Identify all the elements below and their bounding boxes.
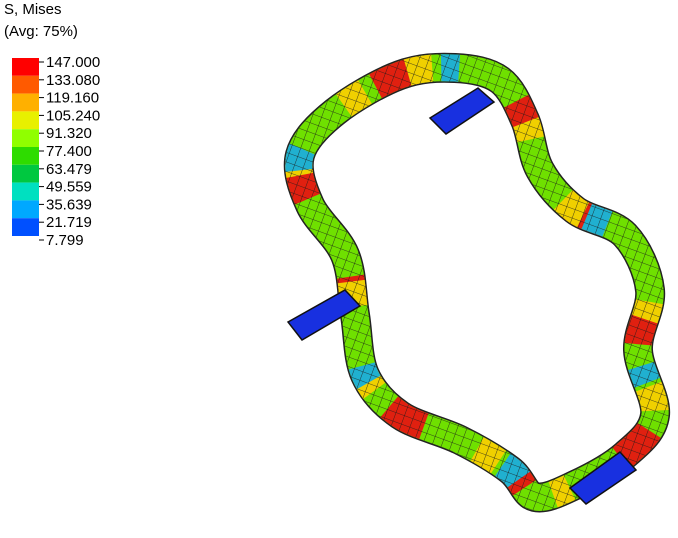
legend-band bbox=[12, 147, 39, 165]
legend-level: 91.320 bbox=[46, 125, 92, 142]
legend-level: 77.400 bbox=[46, 143, 92, 160]
legend-level: 21.719 bbox=[46, 214, 92, 231]
legend-band bbox=[12, 165, 39, 183]
legend-band bbox=[12, 129, 39, 147]
legend-level: 35.639 bbox=[46, 196, 92, 213]
legend-band bbox=[12, 200, 39, 218]
legend-band bbox=[12, 94, 39, 112]
viewport: S, Mises (Avg: 75%) 147.000133.080119.16… bbox=[0, 0, 678, 533]
support-block bbox=[430, 88, 494, 134]
fe-model bbox=[288, 68, 655, 504]
legend-level: 63.479 bbox=[46, 161, 92, 178]
legend-title: S, Mises bbox=[4, 1, 62, 18]
legend-band bbox=[12, 76, 39, 94]
legend-level: 7.799 bbox=[46, 232, 84, 249]
legend-level: 49.559 bbox=[46, 179, 92, 196]
legend-band bbox=[12, 111, 39, 129]
legend-level: 105.240 bbox=[46, 107, 100, 124]
legend-band bbox=[12, 58, 39, 76]
legend-level: 147.000 bbox=[46, 54, 100, 71]
legend-level: 133.080 bbox=[46, 72, 100, 89]
legend-level: 119.160 bbox=[46, 90, 99, 107]
legend-band bbox=[12, 183, 39, 201]
legend: 147.000133.080119.160105.24091.32077.400… bbox=[12, 54, 100, 249]
legend-band bbox=[12, 218, 39, 236]
legend-subtitle: (Avg: 75%) bbox=[4, 23, 78, 40]
page: S, Mises (Avg: 75%) 147.000133.080119.16… bbox=[0, 0, 678, 533]
